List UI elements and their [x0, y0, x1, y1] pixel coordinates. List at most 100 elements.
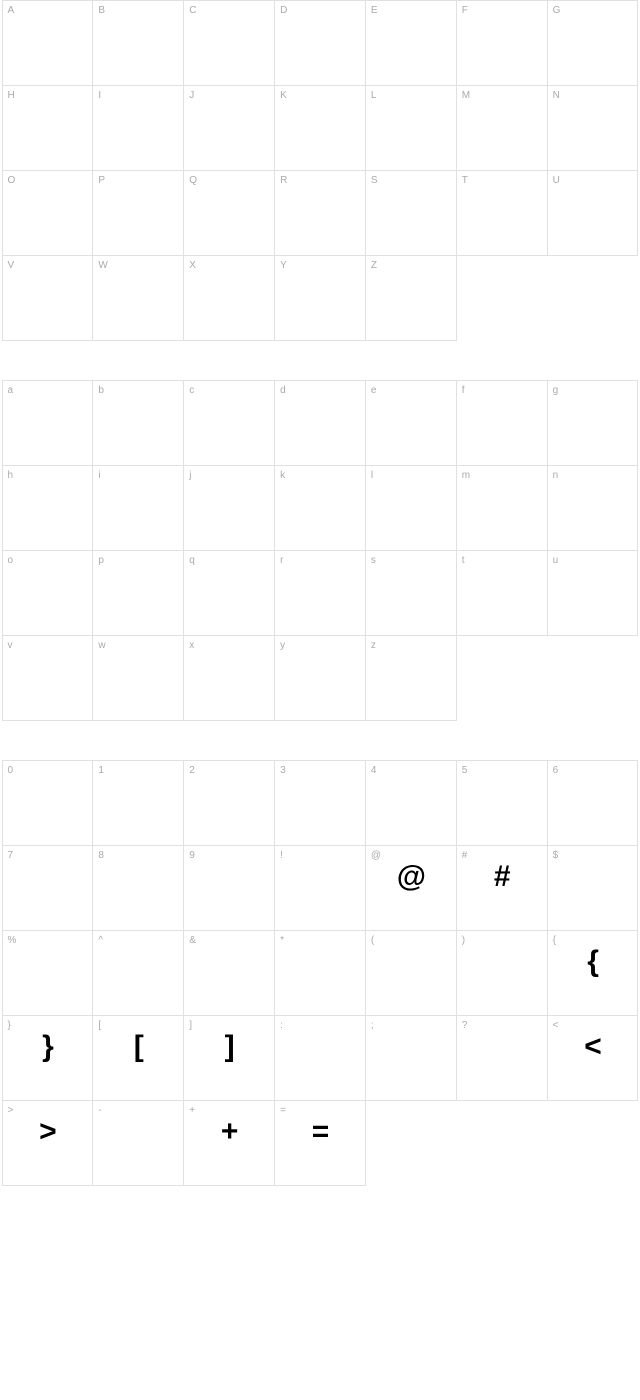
glyph-cell: vV	[2, 635, 94, 721]
glyph-character: N	[582, 480, 603, 514]
glyph-character: V	[38, 650, 57, 684]
glyph-cell: <<	[547, 1015, 639, 1101]
glyph-section-lowercase: aAbBcCdDeEfFgGhHiIjJkKlLmMnNoOpPqQrRsStT…	[2, 380, 638, 720]
glyph-character: ;	[406, 1030, 415, 1064]
glyph-character: Q	[218, 565, 240, 599]
glyph-character: M	[490, 480, 514, 514]
glyph-cell: [[	[92, 1015, 184, 1101]
glyph-cell: lL	[365, 465, 457, 551]
glyph-character: X	[220, 650, 239, 684]
glyph-cell: RR	[274, 170, 366, 256]
glyph-cell: 22	[183, 760, 275, 846]
glyph-label: P	[98, 175, 105, 186]
glyph-character: S	[401, 185, 420, 219]
glyph-cell: }}	[2, 1015, 94, 1101]
glyph-cell: 44	[365, 760, 457, 846]
glyph-character: J	[221, 480, 237, 514]
glyph-label: q	[189, 555, 195, 566]
glyph-character: J	[221, 100, 237, 134]
glyph-character: K	[310, 100, 331, 134]
glyph-label: O	[8, 175, 16, 186]
glyph-character: U	[582, 565, 603, 599]
glyph-cell: KK	[274, 85, 366, 171]
glyph-cell: ]]	[183, 1015, 275, 1101]
glyph-label: +	[189, 1105, 195, 1116]
glyph-label: L	[371, 90, 377, 101]
glyph-cell: ??	[456, 1015, 548, 1101]
glyph-cell: QQ	[183, 170, 275, 256]
glyph-label: {	[553, 935, 556, 946]
glyph-label: U	[553, 175, 560, 186]
glyph-character: {	[587, 945, 598, 979]
glyph-label: r	[280, 555, 283, 566]
glyph-character: :	[315, 1030, 324, 1064]
glyph-cell: MM	[456, 85, 548, 171]
glyph-cell: EE	[365, 0, 457, 86]
glyph-cell: BB	[92, 0, 184, 86]
glyph-cell: 33	[274, 760, 366, 846]
glyph-character: L	[402, 100, 419, 134]
glyph-label: x	[189, 640, 194, 651]
glyph-cell: tT	[456, 550, 548, 636]
glyph-cell: hH	[2, 465, 94, 551]
glyph-label: }	[8, 1020, 11, 1031]
glyph-character: )	[497, 945, 506, 979]
glyph-cell: eE	[365, 380, 457, 466]
glyph-cell: gG	[547, 380, 639, 466]
glyph-cell: VV	[2, 255, 94, 341]
glyph-character: C	[219, 15, 240, 49]
glyph-label: Q	[189, 175, 197, 186]
glyph-label: $	[553, 850, 559, 861]
glyph-character: 5	[494, 775, 510, 809]
glyph-section-uppercase: AABBCCDDEEFFGGHHIIJJKKLLMMNNOOPPQQRRSSTT…	[2, 0, 638, 340]
glyph-label: o	[8, 555, 14, 566]
glyph-label: -	[98, 1105, 101, 1116]
glyph-label: c	[189, 385, 194, 396]
glyph-label: v	[8, 640, 13, 651]
empty-cell	[456, 635, 548, 721]
glyph-label: &	[189, 935, 196, 946]
glyph-label: 3	[280, 765, 286, 776]
glyph-character: X	[220, 270, 239, 304]
glyph-label: A	[8, 5, 15, 16]
glyph-character: ]	[225, 1030, 234, 1064]
glyph-label: 4	[371, 765, 377, 776]
glyph-label: 0	[8, 765, 14, 776]
glyph-character: R	[310, 565, 331, 599]
glyph-character: F	[493, 15, 510, 49]
glyph-label: ?	[462, 1020, 468, 1031]
glyph-cell: uU	[547, 550, 639, 636]
glyph-cell: jJ	[183, 465, 275, 551]
glyph-label: y	[280, 640, 285, 651]
glyph-cell: ++	[183, 1100, 275, 1186]
glyph-cell: $$	[547, 845, 639, 931]
glyph-character: P	[129, 565, 148, 599]
glyph-cell: >>	[2, 1100, 94, 1186]
glyph-label: Z	[371, 260, 377, 271]
glyph-cell: dD	[274, 380, 366, 466]
glyph-cell: rR	[274, 550, 366, 636]
glyph-label: g	[553, 385, 559, 396]
glyph-label: 1	[98, 765, 104, 776]
glyph-character: 6	[585, 775, 601, 809]
glyph-label: p	[98, 555, 104, 566]
glyph-label: s	[371, 555, 376, 566]
glyph-cell: ZZ	[365, 255, 457, 341]
glyph-label: N	[553, 90, 560, 101]
glyph-label: M	[462, 90, 470, 101]
glyph-cell: yY	[274, 635, 366, 721]
glyph-character: 7	[40, 860, 56, 894]
glyph-cell: bB	[92, 380, 184, 466]
glyph-character: @	[397, 860, 425, 894]
glyph-character: K	[310, 480, 331, 514]
glyph-grid: aAbBcCdDeEfFgGhHiIjJkKlLmMnNoOpPqQrRsStT…	[2, 380, 638, 720]
glyph-label: j	[189, 470, 191, 481]
glyph-label: :	[280, 1020, 283, 1031]
glyph-cell: kK	[274, 465, 366, 551]
glyph-label: Y	[280, 260, 287, 271]
glyph-cell: @@	[365, 845, 457, 931]
glyph-label: K	[280, 90, 287, 101]
empty-cell	[547, 1100, 639, 1186]
glyph-character: H	[37, 480, 58, 514]
glyph-label: a	[8, 385, 14, 396]
